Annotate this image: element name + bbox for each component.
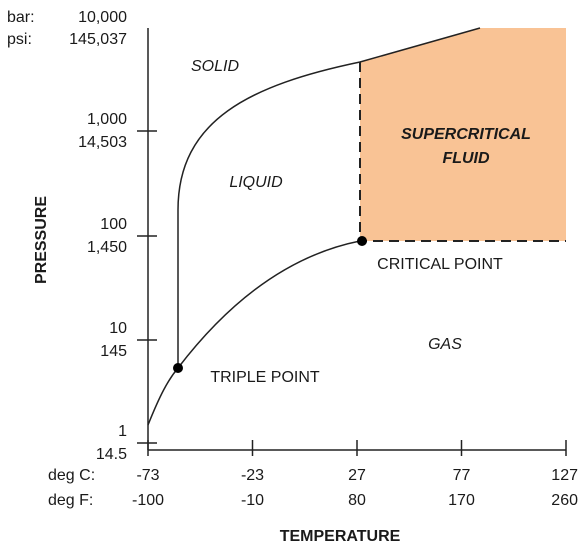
x-tick-label: 27 (348, 467, 366, 484)
y-tick-label: 14.5 (96, 446, 127, 463)
x-tick-label: -23 (241, 467, 264, 484)
y-tick-label: 1,000 (87, 111, 127, 128)
y-axis-title: PRESSURE (33, 196, 50, 284)
point-label: TRIPLE POINT (210, 369, 320, 386)
x-tick-label: -73 (136, 467, 159, 484)
sublimation-curve (147, 240, 361, 426)
x-tick-label: 77 (453, 467, 471, 484)
x-tick-label: 127 (551, 467, 578, 484)
x-tick-label: -100 (132, 492, 164, 509)
critical-point (357, 236, 367, 246)
region-label: LIQUID (229, 174, 283, 191)
region-label: SOLID (191, 58, 239, 75)
unit-label: bar: (7, 9, 35, 26)
melting-curve (177, 27, 481, 368)
y-tick-label: 145 (100, 343, 127, 360)
y-tick-label: 1,450 (87, 239, 127, 256)
x-tick-label: -10 (241, 492, 264, 509)
unit-label: psi: (7, 31, 32, 48)
triple-point (173, 363, 183, 373)
y-tick-label: 145,037 (69, 31, 127, 48)
unit-label: deg C: (48, 467, 95, 484)
region-label: FLUID (442, 150, 490, 167)
y-tick-label: 100 (100, 216, 127, 233)
x-tick-label: 170 (448, 492, 475, 509)
x-tick-label: 80 (348, 492, 366, 509)
region-label: SUPERCRITICAL (401, 126, 531, 143)
supercritical-area (360, 28, 566, 241)
region-label: GAS (428, 336, 462, 353)
unit-label: deg F: (48, 492, 93, 509)
y-tick-label: 1 (118, 423, 127, 440)
y-tick-label: 14,503 (78, 134, 127, 151)
x-tick-label: 260 (551, 492, 578, 509)
y-tick-label: 10,000 (78, 9, 127, 26)
y-tick-label: 10 (109, 320, 127, 337)
point-label: CRITICAL POINT (377, 256, 503, 273)
x-axis-title: TEMPERATURE (280, 528, 401, 545)
